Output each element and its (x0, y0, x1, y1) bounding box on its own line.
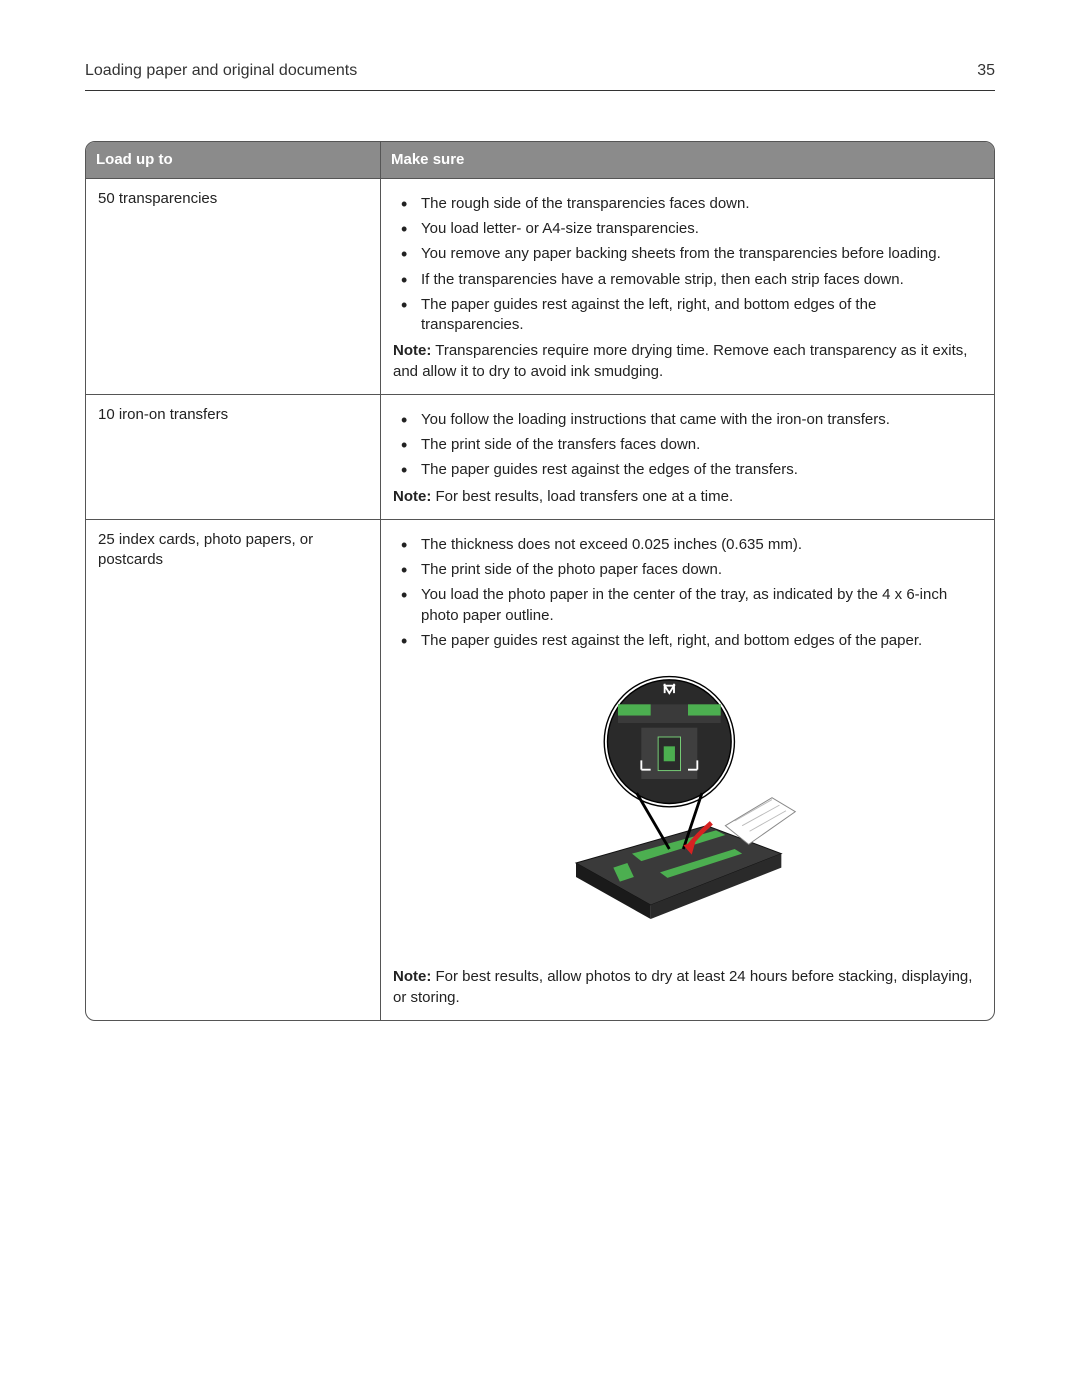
list-item: The thickness does not exceed 0.025 inch… (411, 535, 982, 555)
tray-diagram (393, 657, 982, 963)
note-body: For best results, allow photos to dry at… (393, 968, 972, 1005)
bullet-list: You follow the loading instructions that… (393, 410, 982, 481)
page-number: 35 (977, 60, 995, 82)
note-label: Note: (393, 342, 431, 359)
note-body: For best results, load transfers one at … (436, 488, 734, 505)
bullet-list: The thickness does not exceed 0.025 inch… (393, 535, 982, 651)
list-item: You remove any paper backing sheets from… (411, 244, 982, 264)
note-body: Transparencies require more drying time.… (393, 342, 967, 379)
list-item: You load the photo paper in the center o… (411, 585, 982, 626)
page-header: Loading paper and original documents 35 (85, 60, 995, 91)
load-cell: 10 iron-on transfers (86, 395, 381, 520)
section-title: Loading paper and original documents (85, 60, 357, 82)
column-header-makesure: Make sure (381, 142, 994, 179)
note-label: Note: (393, 488, 431, 505)
loading-table: Load up to Make sure 50 transparencies T… (85, 141, 995, 1021)
table-row: 10 iron-on transfers You follow the load… (86, 395, 994, 520)
note-label: Note: (393, 968, 431, 985)
list-item: The paper guides rest against the left, … (411, 631, 982, 651)
column-header-load: Load up to (86, 142, 381, 179)
list-item: You follow the loading instructions that… (411, 410, 982, 430)
note-text: Note: For best results, allow photos to … (393, 967, 982, 1008)
table-row: 50 transparencies The rough side of the … (86, 179, 994, 395)
bullet-list: The rough side of the transparencies fac… (393, 194, 982, 336)
makesure-cell: You follow the loading instructions that… (381, 395, 994, 520)
table-row: 25 index cards, photo papers, or postcar… (86, 520, 994, 1020)
tray-diagram-svg (548, 667, 828, 947)
makesure-cell: The rough side of the transparencies fac… (381, 179, 994, 395)
list-item: The print side of the photo paper faces … (411, 560, 982, 580)
list-item: The print side of the transfers faces do… (411, 435, 982, 455)
list-item: The paper guides rest against the edges … (411, 460, 982, 480)
note-text: Note: For best results, load transfers o… (393, 487, 982, 507)
load-cell: 50 transparencies (86, 179, 381, 395)
makesure-cell: The thickness does not exceed 0.025 inch… (381, 520, 994, 1020)
list-item: If the transparencies have a removable s… (411, 270, 982, 290)
list-item: The rough side of the transparencies fac… (411, 194, 982, 214)
list-item: The paper guides rest against the left, … (411, 295, 982, 336)
load-cell: 25 index cards, photo papers, or postcar… (86, 520, 381, 1020)
note-text: Note: Transparencies require more drying… (393, 341, 982, 382)
list-item: You load letter- or A4-size transparenci… (411, 219, 982, 239)
